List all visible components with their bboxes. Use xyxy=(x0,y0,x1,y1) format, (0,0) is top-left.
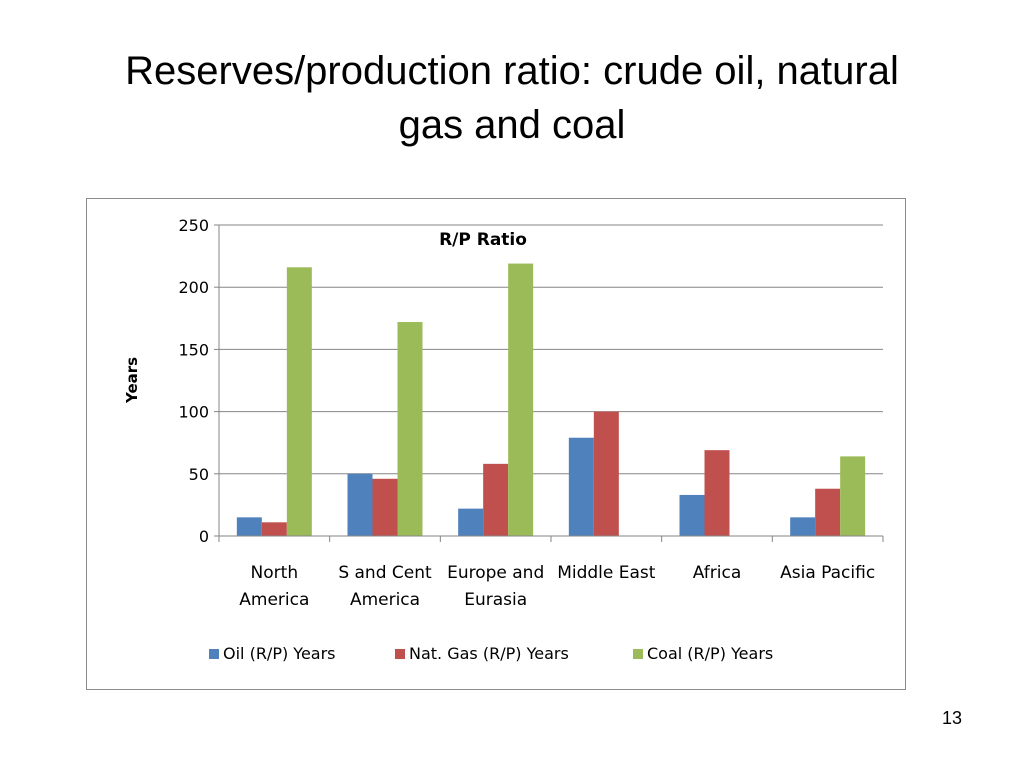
y-tick-label: 50 xyxy=(189,465,209,484)
legend-label-oil: Oil (R/P) Years xyxy=(223,644,336,663)
y-tick-label: 200 xyxy=(178,278,209,297)
bar-gas-2 xyxy=(483,463,509,536)
axis-labels: 0 50 100 150 200 250 North America S and Cent Ame… xyxy=(178,216,875,610)
bars xyxy=(236,263,866,536)
legend: Oil (R/P) Years Nat. Gas (R/P) Years Coal … xyxy=(209,644,773,663)
bar-gas-4 xyxy=(704,450,730,536)
y-tick-label: 100 xyxy=(178,403,209,422)
legend-swatch-oil xyxy=(209,649,219,659)
slide-title: Reserves/production ratio: crude oil, na… xyxy=(40,44,984,152)
bar-coal-2 xyxy=(508,263,534,536)
slide-title-line1: Reserves/production ratio: crude oil, na… xyxy=(125,49,899,93)
chart-title: R/P Ratio xyxy=(439,230,527,250)
x-category-label: S and Cent xyxy=(338,563,432,583)
x-category-label: Eurasia xyxy=(464,590,527,610)
bar-coal-0 xyxy=(286,267,312,536)
bar-coal-5 xyxy=(840,456,866,536)
bar-oil-1 xyxy=(347,473,373,536)
legend-swatch-coal xyxy=(633,649,643,659)
x-category-label: Africa xyxy=(693,563,742,583)
legend-swatch-gas xyxy=(395,649,405,659)
legend-label-coal: Coal (R/P) Years xyxy=(647,644,773,663)
y-tick-label: 0 xyxy=(199,527,209,546)
bar-gas-1 xyxy=(372,478,398,536)
bar-oil-3 xyxy=(568,437,594,536)
slide-title-line2: gas and coal xyxy=(398,103,626,147)
x-category-label: North xyxy=(251,563,299,583)
bar-gas-5 xyxy=(815,488,841,536)
x-category-label: America xyxy=(239,590,309,610)
x-category-label: Middle East xyxy=(557,563,656,583)
x-category-label: Asia Pacific xyxy=(780,563,875,583)
axes xyxy=(214,224,884,542)
bar-oil-0 xyxy=(236,517,262,536)
y-tick-label: 150 xyxy=(178,340,209,359)
bar-oil-2 xyxy=(458,508,484,536)
legend-label-gas: Nat. Gas (R/P) Years xyxy=(409,644,569,663)
y-axis-label: Years xyxy=(123,357,141,404)
x-category-label: America xyxy=(350,590,420,610)
bar-gas-0 xyxy=(261,522,287,536)
bar-gas-3 xyxy=(593,411,619,536)
gridlines xyxy=(219,224,883,475)
slide-number: 13 xyxy=(941,708,962,728)
x-category-label: Europe and xyxy=(447,563,544,583)
bar-coal-1 xyxy=(397,322,423,536)
bar-oil-4 xyxy=(679,494,705,536)
bar-oil-5 xyxy=(790,517,816,536)
bar-chart: 0 50 100 150 200 250 North America S and Cent Ame… xyxy=(123,216,884,663)
chart-frame: 0 50 100 150 200 250 North America S and Cent Ame… xyxy=(86,198,906,690)
y-tick-label: 250 xyxy=(178,216,209,235)
